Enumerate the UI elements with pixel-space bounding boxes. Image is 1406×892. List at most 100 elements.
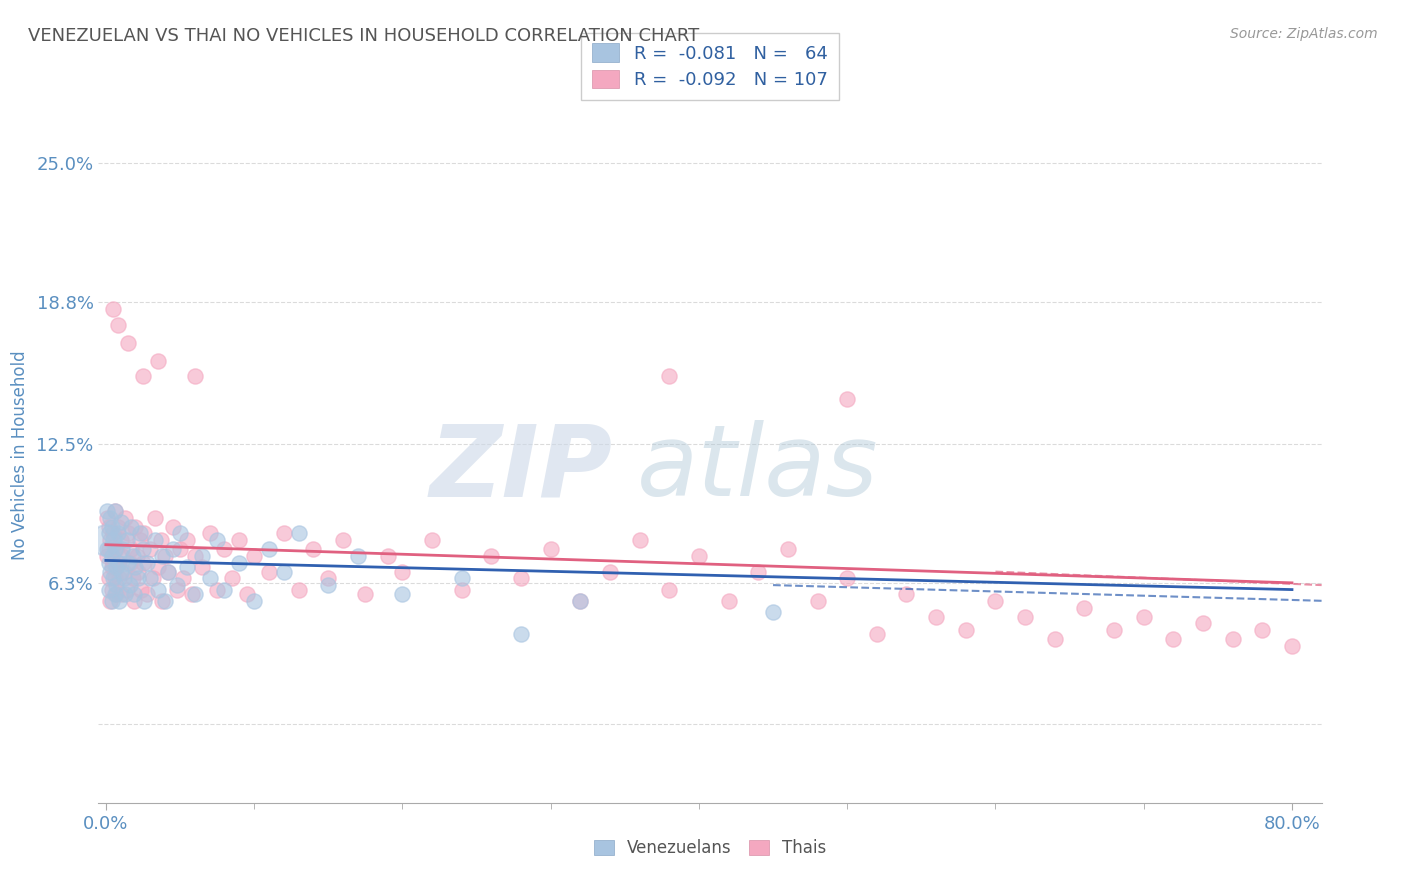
Point <box>347 549 370 563</box>
Point <box>96 504 118 518</box>
Point <box>150 549 173 563</box>
Point <box>377 549 399 563</box>
Point <box>120 542 142 557</box>
Point <box>1281 639 1303 653</box>
Point <box>104 587 127 601</box>
Point <box>96 510 118 524</box>
Point <box>243 549 266 563</box>
Point <box>117 526 139 541</box>
Point <box>420 533 443 548</box>
Point <box>105 542 128 557</box>
Point <box>146 560 169 574</box>
Point <box>103 301 125 316</box>
Point <box>214 582 236 597</box>
Point <box>114 587 136 601</box>
Point <box>157 565 180 579</box>
Point <box>510 571 533 585</box>
Point <box>955 623 977 637</box>
Point <box>176 533 198 548</box>
Point <box>94 533 117 548</box>
Point <box>896 587 918 601</box>
Point <box>104 571 127 585</box>
Point <box>115 582 138 597</box>
Point <box>129 533 152 548</box>
Point <box>837 392 859 406</box>
Point <box>316 578 339 592</box>
Point <box>450 571 472 585</box>
Point <box>127 571 149 585</box>
Point <box>1102 623 1125 637</box>
Point <box>124 560 146 574</box>
Point <box>658 369 681 384</box>
Point <box>569 594 592 608</box>
Point <box>121 571 143 585</box>
Point <box>214 542 236 557</box>
Point <box>143 533 166 548</box>
Point <box>925 609 948 624</box>
Point <box>124 520 146 534</box>
Point <box>221 571 243 585</box>
Point <box>166 578 188 592</box>
Point <box>169 526 191 541</box>
Point <box>776 542 799 557</box>
Point <box>142 571 165 585</box>
Point <box>184 549 207 563</box>
Point <box>105 587 128 601</box>
Point <box>273 565 295 579</box>
Point <box>257 565 280 579</box>
Point <box>114 510 136 524</box>
Point <box>132 369 155 384</box>
Point <box>121 549 143 563</box>
Point <box>103 571 125 585</box>
Point <box>150 594 173 608</box>
Point <box>110 587 132 601</box>
Point <box>169 542 191 557</box>
Point <box>172 571 194 585</box>
Point <box>569 594 592 608</box>
Point <box>108 556 131 570</box>
Point <box>110 533 132 548</box>
Point <box>132 556 155 570</box>
Point <box>122 594 145 608</box>
Point <box>117 556 139 570</box>
Point <box>257 542 280 557</box>
Point <box>717 594 740 608</box>
Point <box>98 565 121 579</box>
Point <box>131 582 153 597</box>
Point <box>191 549 214 563</box>
Point <box>166 582 188 597</box>
Point <box>122 587 145 601</box>
Point <box>143 510 166 524</box>
Point <box>136 556 159 570</box>
Point <box>134 594 156 608</box>
Point <box>125 549 148 563</box>
Point <box>103 533 125 548</box>
Point <box>747 565 769 579</box>
Point <box>1043 632 1066 646</box>
Point <box>98 510 121 524</box>
Point <box>97 542 120 557</box>
Point <box>112 571 135 585</box>
Point <box>111 549 134 563</box>
Point <box>984 594 1007 608</box>
Point <box>132 542 155 557</box>
Point <box>111 542 134 557</box>
Point <box>184 369 207 384</box>
Point <box>391 565 413 579</box>
Point <box>688 549 710 563</box>
Text: VENEZUELAN VS THAI NO VEHICLES IN HOUSEHOLD CORRELATION CHART: VENEZUELAN VS THAI NO VEHICLES IN HOUSEH… <box>28 27 699 45</box>
Point <box>316 571 339 585</box>
Point <box>118 578 141 592</box>
Point <box>1222 632 1244 646</box>
Point <box>149 533 172 548</box>
Point <box>191 560 214 574</box>
Point <box>287 526 309 541</box>
Point <box>105 578 128 592</box>
Point <box>287 582 309 597</box>
Point <box>450 582 472 597</box>
Text: ZIP: ZIP <box>429 420 612 517</box>
Point <box>136 587 159 601</box>
Point <box>1132 609 1154 624</box>
Point <box>243 594 266 608</box>
Point <box>837 571 859 585</box>
